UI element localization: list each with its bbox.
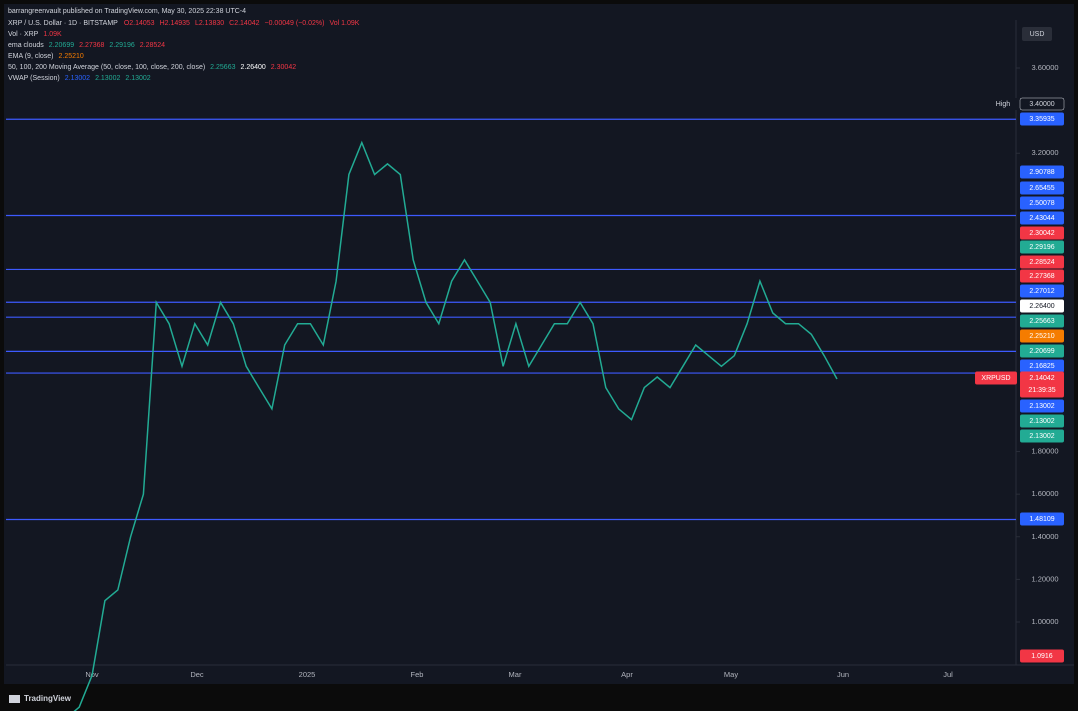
price-tag-label: 1.48109 xyxy=(1029,516,1054,523)
price-tag-label: 2.13002 xyxy=(1029,418,1054,425)
indicator-name: Vol · XRP xyxy=(8,31,39,38)
price-tag-label: 2.20699 xyxy=(1029,348,1054,355)
chart-panel xyxy=(4,4,1074,684)
footer-brand: TradingView xyxy=(24,694,72,703)
price-tag-label: 2.27012 xyxy=(1029,288,1054,295)
price-tag xyxy=(1020,181,1064,195)
high-box xyxy=(988,98,1018,110)
price-tag xyxy=(1020,269,1064,283)
price-tag xyxy=(1020,196,1064,210)
price-tag-label: 3.35935 xyxy=(1029,116,1054,123)
price-tick-label: 1.40000 xyxy=(1031,532,1058,541)
publisher: barrangreenvault published on TradingVie… xyxy=(8,8,246,15)
price-tag-label: 2.50078 xyxy=(1029,200,1054,207)
high-tag xyxy=(1019,97,1065,111)
price-tag xyxy=(1020,284,1064,298)
high-label: High xyxy=(996,101,1011,108)
price-tick-label: 1.60000 xyxy=(1031,489,1058,498)
price-tag-label: 2.43044 xyxy=(1029,215,1054,222)
price-tag xyxy=(1020,649,1064,663)
price-tag xyxy=(1020,240,1064,254)
countdown: 21:39:35 xyxy=(1028,387,1055,394)
indicator-name: VWAP (Session) xyxy=(8,75,60,82)
time-label: Dec xyxy=(190,670,204,679)
price-tag xyxy=(1020,414,1064,428)
indicator-value: 2.25663 xyxy=(210,64,235,71)
indicator-name: 50, 100, 200 Moving Average (50, close, … xyxy=(8,64,205,71)
indicator-value: 2.13002 xyxy=(95,75,120,82)
ohlc-value: −0.00049 (−0.02%) xyxy=(265,20,325,27)
indicator-value: 2.26400 xyxy=(240,64,265,71)
indicator-value: 2.20699 xyxy=(49,42,74,49)
price-tag xyxy=(1020,329,1064,343)
time-label: May xyxy=(724,670,738,679)
price-tick-label: 3.60000 xyxy=(1031,63,1058,72)
indicator-value: 2.27368 xyxy=(79,42,104,49)
price-tag-label: 2.30042 xyxy=(1029,230,1054,237)
price-tag-label: 2.16825 xyxy=(1029,363,1054,370)
indicator-value: 2.13002 xyxy=(65,75,90,82)
price-tag-label: 2.13002 xyxy=(1029,403,1054,410)
currency: USD xyxy=(1030,31,1045,38)
price-tick-label: 1.00000 xyxy=(1031,617,1058,626)
price-tag-label: 2.29196 xyxy=(1029,244,1054,251)
price-tag xyxy=(1020,255,1064,269)
ohlc-value: L2.13830 xyxy=(195,20,224,27)
price-tag xyxy=(1020,165,1064,179)
indicator-value: 2.30042 xyxy=(271,64,296,71)
indicator-value: 2.13002 xyxy=(125,75,150,82)
price-tag-label: 2.13002 xyxy=(1029,433,1054,440)
price-tag xyxy=(1020,429,1064,443)
price-tag-label: 2.25663 xyxy=(1029,318,1054,325)
price-tag-label: 2.26400 xyxy=(1029,303,1054,310)
indicator-name: ema clouds xyxy=(8,42,44,49)
price-tag-label: 2.25210 xyxy=(1029,333,1054,340)
price-tag-label: 2.90788 xyxy=(1029,169,1054,176)
ohlc-value: O2.14053 xyxy=(124,20,155,27)
time-label: 2025 xyxy=(299,670,316,679)
symbol-tag xyxy=(975,371,1017,385)
high-value: 3.40000 xyxy=(1029,101,1054,108)
price-tag-label: 2.28524 xyxy=(1029,259,1054,266)
indicator-value: 2.29196 xyxy=(109,42,134,49)
time-label: Apr xyxy=(621,670,633,679)
price-tag-label: 2.65455 xyxy=(1029,185,1054,192)
price-tag-label: 2.14042 xyxy=(1029,375,1054,382)
price-tag xyxy=(1020,359,1064,373)
price-tick-label: 1.20000 xyxy=(1031,574,1058,583)
time-label: Feb xyxy=(411,670,424,679)
ohlc-value: C2.14042 xyxy=(229,20,259,27)
price-tag xyxy=(1020,211,1064,225)
time-label: Mar xyxy=(509,670,522,679)
price-tag-label: 1.0916 xyxy=(1031,653,1053,660)
price-tag xyxy=(1020,344,1064,358)
currency-box xyxy=(1022,27,1052,41)
price-tick-label: 3.20000 xyxy=(1031,148,1058,157)
price-tag xyxy=(1020,112,1064,126)
ohlc-value: Vol 1.09K xyxy=(329,20,359,27)
price-line xyxy=(73,140,838,711)
indicator-name: EMA (9, close) xyxy=(8,53,54,60)
price-tag xyxy=(1020,371,1064,398)
indicator-value: 2.28524 xyxy=(140,42,165,49)
price-tag xyxy=(1020,314,1064,328)
symbol: XRP / U.S. Dollar · 1D · BITSTAMP xyxy=(8,20,118,27)
price-tag xyxy=(1020,512,1064,526)
indicator-value: 1.09K xyxy=(43,31,62,38)
time-label: Jun xyxy=(837,670,849,679)
price-tag xyxy=(1020,226,1064,240)
time-label: Jul xyxy=(943,670,953,679)
ohlc-value: H2.14935 xyxy=(160,20,190,27)
brand-logo xyxy=(9,695,20,703)
price-tag-label: 2.27368 xyxy=(1029,273,1054,280)
price-tag xyxy=(1020,399,1064,413)
price-tag xyxy=(1020,299,1064,313)
price-tick-label: 1.80000 xyxy=(1031,447,1058,456)
symbol-tag-label: XRPUSD xyxy=(981,375,1010,382)
indicator-value: 2.25210 xyxy=(59,53,84,60)
